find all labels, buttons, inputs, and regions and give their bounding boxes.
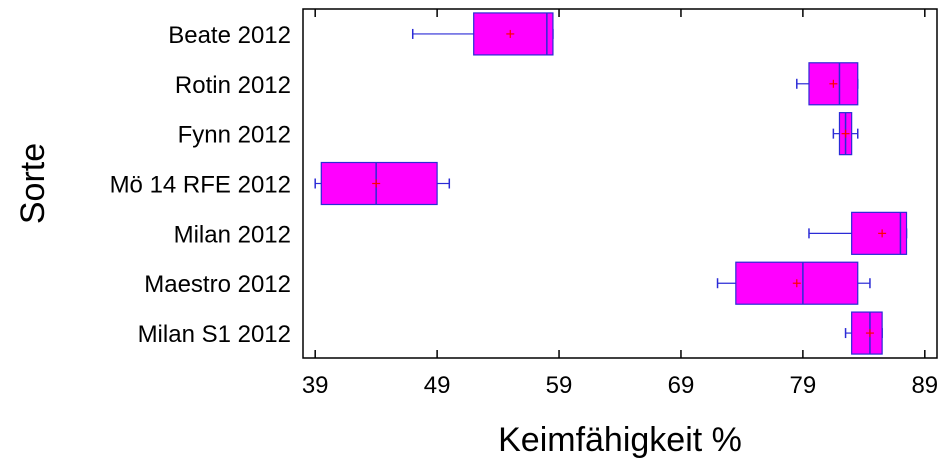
- box-2: [832, 112, 859, 156]
- box-4: [808, 211, 908, 255]
- box-0: [411, 12, 554, 56]
- plot-frame: [302, 8, 938, 359]
- x-tick-label: 69: [668, 372, 695, 399]
- x-axis-ticks: 39 49 59 69 79 89: [302, 9, 938, 399]
- category-label: Milan 2012: [174, 221, 291, 248]
- boxes-layer: [314, 12, 908, 355]
- box-5: [716, 261, 871, 305]
- y-axis-category-labels: Beate 2012 Rotin 2012 Fynn 2012 Mö 14 RFE 2…: [110, 22, 291, 348]
- y-axis-title: Sorte: [14, 143, 52, 224]
- box-3: [314, 161, 451, 206]
- x-tick-label: 49: [424, 372, 451, 399]
- category-label: Maestro 2012: [144, 271, 291, 298]
- category-label: Mö 14 RFE 2012: [110, 172, 291, 199]
- category-label: Fynn 2012: [178, 122, 291, 149]
- x-tick-label: 39: [302, 372, 329, 399]
- category-label: Milan S1 2012: [138, 321, 291, 348]
- category-label: Rotin 2012: [175, 72, 291, 99]
- x-tick-label: 59: [546, 372, 573, 399]
- box-6: [844, 311, 883, 355]
- x-axis-title: Keimfähigkeit %: [498, 421, 742, 459]
- iqr-box: [735, 261, 859, 305]
- category-label: Beate 2012: [168, 22, 291, 49]
- x-tick-label: 89: [911, 372, 938, 399]
- x-tick-label: 79: [790, 372, 817, 399]
- box-1: [796, 62, 859, 106]
